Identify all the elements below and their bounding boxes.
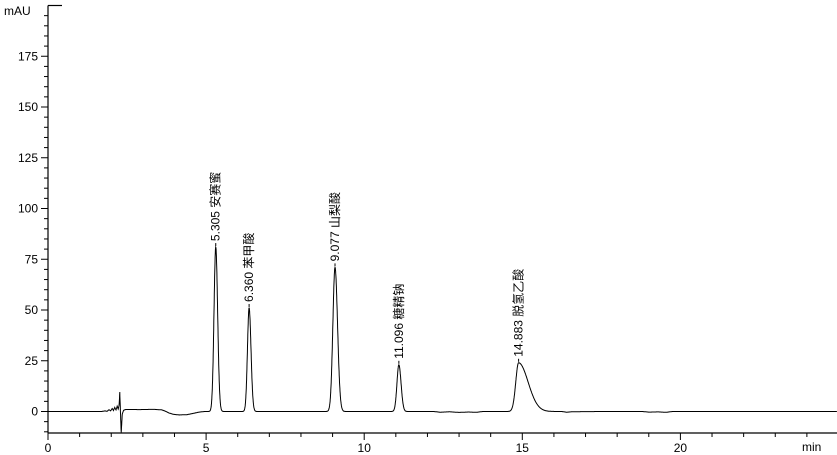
x-tick-label: 20 [674,441,688,455]
peak-label: 5.305 安赛蜜 [208,172,223,241]
axes [47,4,837,434]
peak-annotation: 6.360 苯甲酸 [241,233,256,307]
y-tick-label: 175 [18,49,38,63]
x-tick-label: 0 [45,441,52,455]
peak-annotation: 5.305 安赛蜜 [208,172,223,247]
peak-annotation: 11.096 糖精钠 [391,284,406,364]
peak-annotation: 9.077 山梨酸 [327,192,342,267]
y-tick-label: 50 [25,303,39,317]
x-tick-label: 5 [203,441,210,455]
peak-annotation: 14.883 脱氢乙酸 [511,269,526,362]
y-ticks [41,15,48,433]
x-tick-labels: 0 5 10 15 20 [45,441,688,455]
y-tick-label: 150 [18,100,38,114]
x-tick-label: 15 [516,441,530,455]
peak-annotations: 5.305 安赛蜜 6.360 苯甲酸 9.077 山梨酸 11.096 糖精钠 14.… [208,172,526,364]
y-tick-label: 125 [18,151,38,165]
x-tick-label: 10 [358,441,372,455]
y-tick-label: 25 [25,354,39,368]
peak-label: 6.360 苯甲酸 [241,233,256,302]
peak-label: 14.883 脱氢乙酸 [511,269,526,357]
signal-trace [48,245,837,433]
y-axis-unit-label: mAU [4,4,31,18]
y-tick-label: 100 [18,202,38,216]
x-ticks [47,433,808,440]
y-tick-labels: 0 25 50 75 100 125 150 175 [18,49,38,418]
x-axis-unit-label: min [802,440,822,454]
y-tick-label: 0 [31,405,38,419]
peak-label: 11.096 糖精钠 [391,284,406,359]
peak-label: 9.077 山梨酸 [327,192,342,261]
y-tick-label: 75 [25,252,39,266]
